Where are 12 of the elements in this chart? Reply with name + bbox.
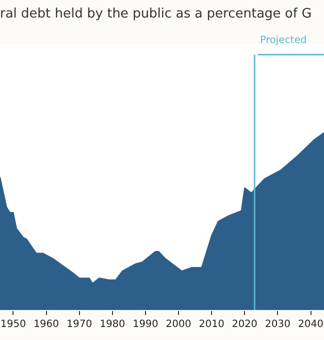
x-tick-label: 2020 — [232, 319, 258, 330]
x-tick-label: 1970 — [66, 319, 92, 330]
x-tick-label: 2030 — [264, 319, 290, 330]
chart-title: ral debt held by the public as a percentage of G — [0, 6, 312, 22]
x-tick-label: 1990 — [132, 319, 158, 330]
x-tick-label: 2000 — [166, 319, 192, 330]
x-tick-label: 2010 — [198, 319, 224, 330]
x-tick-label: 1960 — [34, 319, 60, 330]
ref-line-label: Projected — [260, 35, 307, 46]
x-tick-label: 2040 — [298, 319, 324, 330]
x-tick-label: 1980 — [100, 319, 126, 330]
x-tick-label: 1950 — [0, 319, 26, 330]
